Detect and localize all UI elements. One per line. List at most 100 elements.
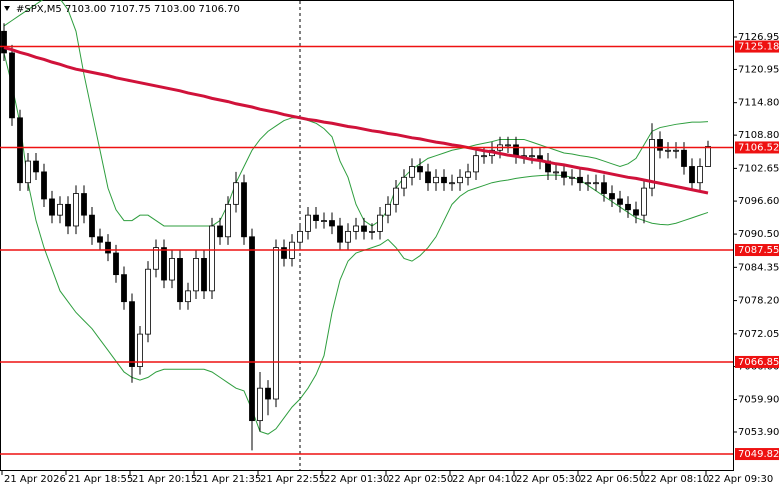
candle-body (17, 117, 23, 184)
candle-body (249, 236, 255, 422)
candle-body (441, 176, 447, 184)
candle-body (561, 171, 567, 178)
candle-body (673, 149, 679, 152)
candle-body (193, 258, 199, 292)
x-tick-label: 21 Apr 2026 (4, 474, 66, 485)
candle-body (281, 247, 287, 259)
candle-body (185, 290, 191, 303)
candle-body (121, 274, 127, 303)
candle-body (321, 220, 327, 222)
candle-body (201, 258, 207, 292)
candle-body (1, 30, 7, 54)
candle-body (257, 387, 263, 422)
candle-body (313, 214, 319, 221)
candle-body (601, 182, 607, 194)
candle-body (169, 258, 175, 281)
candle-body (9, 52, 15, 119)
x-tick-label: 21 Apr 21:35 (196, 474, 261, 485)
candle-body (705, 146, 711, 167)
candle-body (105, 241, 111, 254)
candle-body (153, 247, 159, 270)
candle-body (273, 247, 279, 400)
band-lower (3, 52, 709, 435)
candle-body (57, 203, 63, 216)
y-tick-label: 7114.80 (738, 98, 779, 109)
x-tick-label: 21 Apr 20:15 (132, 474, 197, 485)
candle-body (609, 193, 615, 200)
candle-body (641, 187, 647, 216)
candle-body (417, 166, 423, 173)
level-label: 7106.52 (738, 142, 779, 153)
candle-body (593, 182, 599, 185)
plot-area (1, 0, 711, 451)
candle-body (233, 182, 239, 205)
level-label-box (735, 355, 779, 368)
x-tick-label: 22 Apr 09:30 (708, 474, 773, 485)
plot-frame (0, 0, 734, 471)
candle-body (481, 155, 487, 158)
chart-title: #SPX,M5 7103.00 7107.75 7103.00 7106.70 (16, 4, 240, 15)
candle-body (297, 230, 303, 243)
candle-body (633, 209, 639, 216)
y-tick-label: 7078.20 (738, 296, 779, 307)
candle-body (689, 166, 695, 184)
level-label-box (735, 244, 779, 257)
candle-body (337, 225, 343, 243)
candle-body (369, 230, 375, 233)
x-tick-label: 21 Apr 22:55 (260, 474, 325, 485)
candle-body (33, 160, 39, 173)
y-tick-label: 7084.35 (738, 262, 779, 273)
candle-body (97, 236, 103, 243)
candle-body (377, 214, 383, 232)
candle-body (449, 182, 455, 185)
y-tick-label: 7059.90 (738, 395, 779, 406)
candle-body (145, 268, 151, 335)
candle-body (217, 225, 223, 238)
x-tick-label: 21 Apr 18:55 (68, 474, 133, 485)
candle-body (177, 258, 183, 303)
y-tick-label: 7072.05 (738, 329, 779, 340)
y-tick-label: 7090.50 (738, 229, 779, 240)
candle-body (265, 387, 271, 400)
candle-body (89, 214, 95, 238)
candle-body (73, 193, 79, 227)
candle-body (345, 230, 351, 243)
candle-body (49, 198, 55, 216)
candle-body (657, 139, 663, 151)
candle-body (681, 149, 687, 167)
candle-body (161, 247, 167, 281)
level-label: 7087.55 (738, 245, 779, 256)
candle-body (113, 252, 119, 276)
x-tick-label: 22 Apr 05:30 (516, 474, 581, 485)
candle-body (433, 176, 439, 184)
x-tick-label: 22 Apr 06:50 (580, 474, 645, 485)
x-tick-label: 22 Apr 02:50 (388, 474, 453, 485)
moving-average (3, 46, 709, 195)
candle-body (465, 171, 471, 178)
band-upper (3, 0, 709, 227)
candle-body (425, 171, 431, 184)
candle-body (585, 182, 591, 185)
candle-body (649, 139, 655, 189)
candle-body (665, 149, 671, 152)
level-label-box (735, 40, 779, 53)
candle-body (353, 225, 359, 232)
candle-body (385, 203, 391, 216)
candle-body (65, 203, 71, 227)
x-tick-label: 22 Apr 01:30 (324, 474, 389, 485)
candle-body (697, 166, 703, 184)
candle-body (457, 176, 463, 184)
candle-body (129, 301, 135, 367)
level-label: 7066.85 (738, 357, 779, 368)
level-label: 7125.18 (738, 42, 779, 53)
candle-body (617, 198, 623, 205)
y-tick-label: 7120.95 (738, 64, 779, 75)
candle-body (305, 214, 311, 232)
candle-body (241, 182, 247, 238)
candle-body (569, 176, 575, 179)
candle-body (25, 160, 31, 184)
x-tick-label: 22 Apr 04:10 (452, 474, 517, 485)
candle-body (361, 225, 367, 232)
